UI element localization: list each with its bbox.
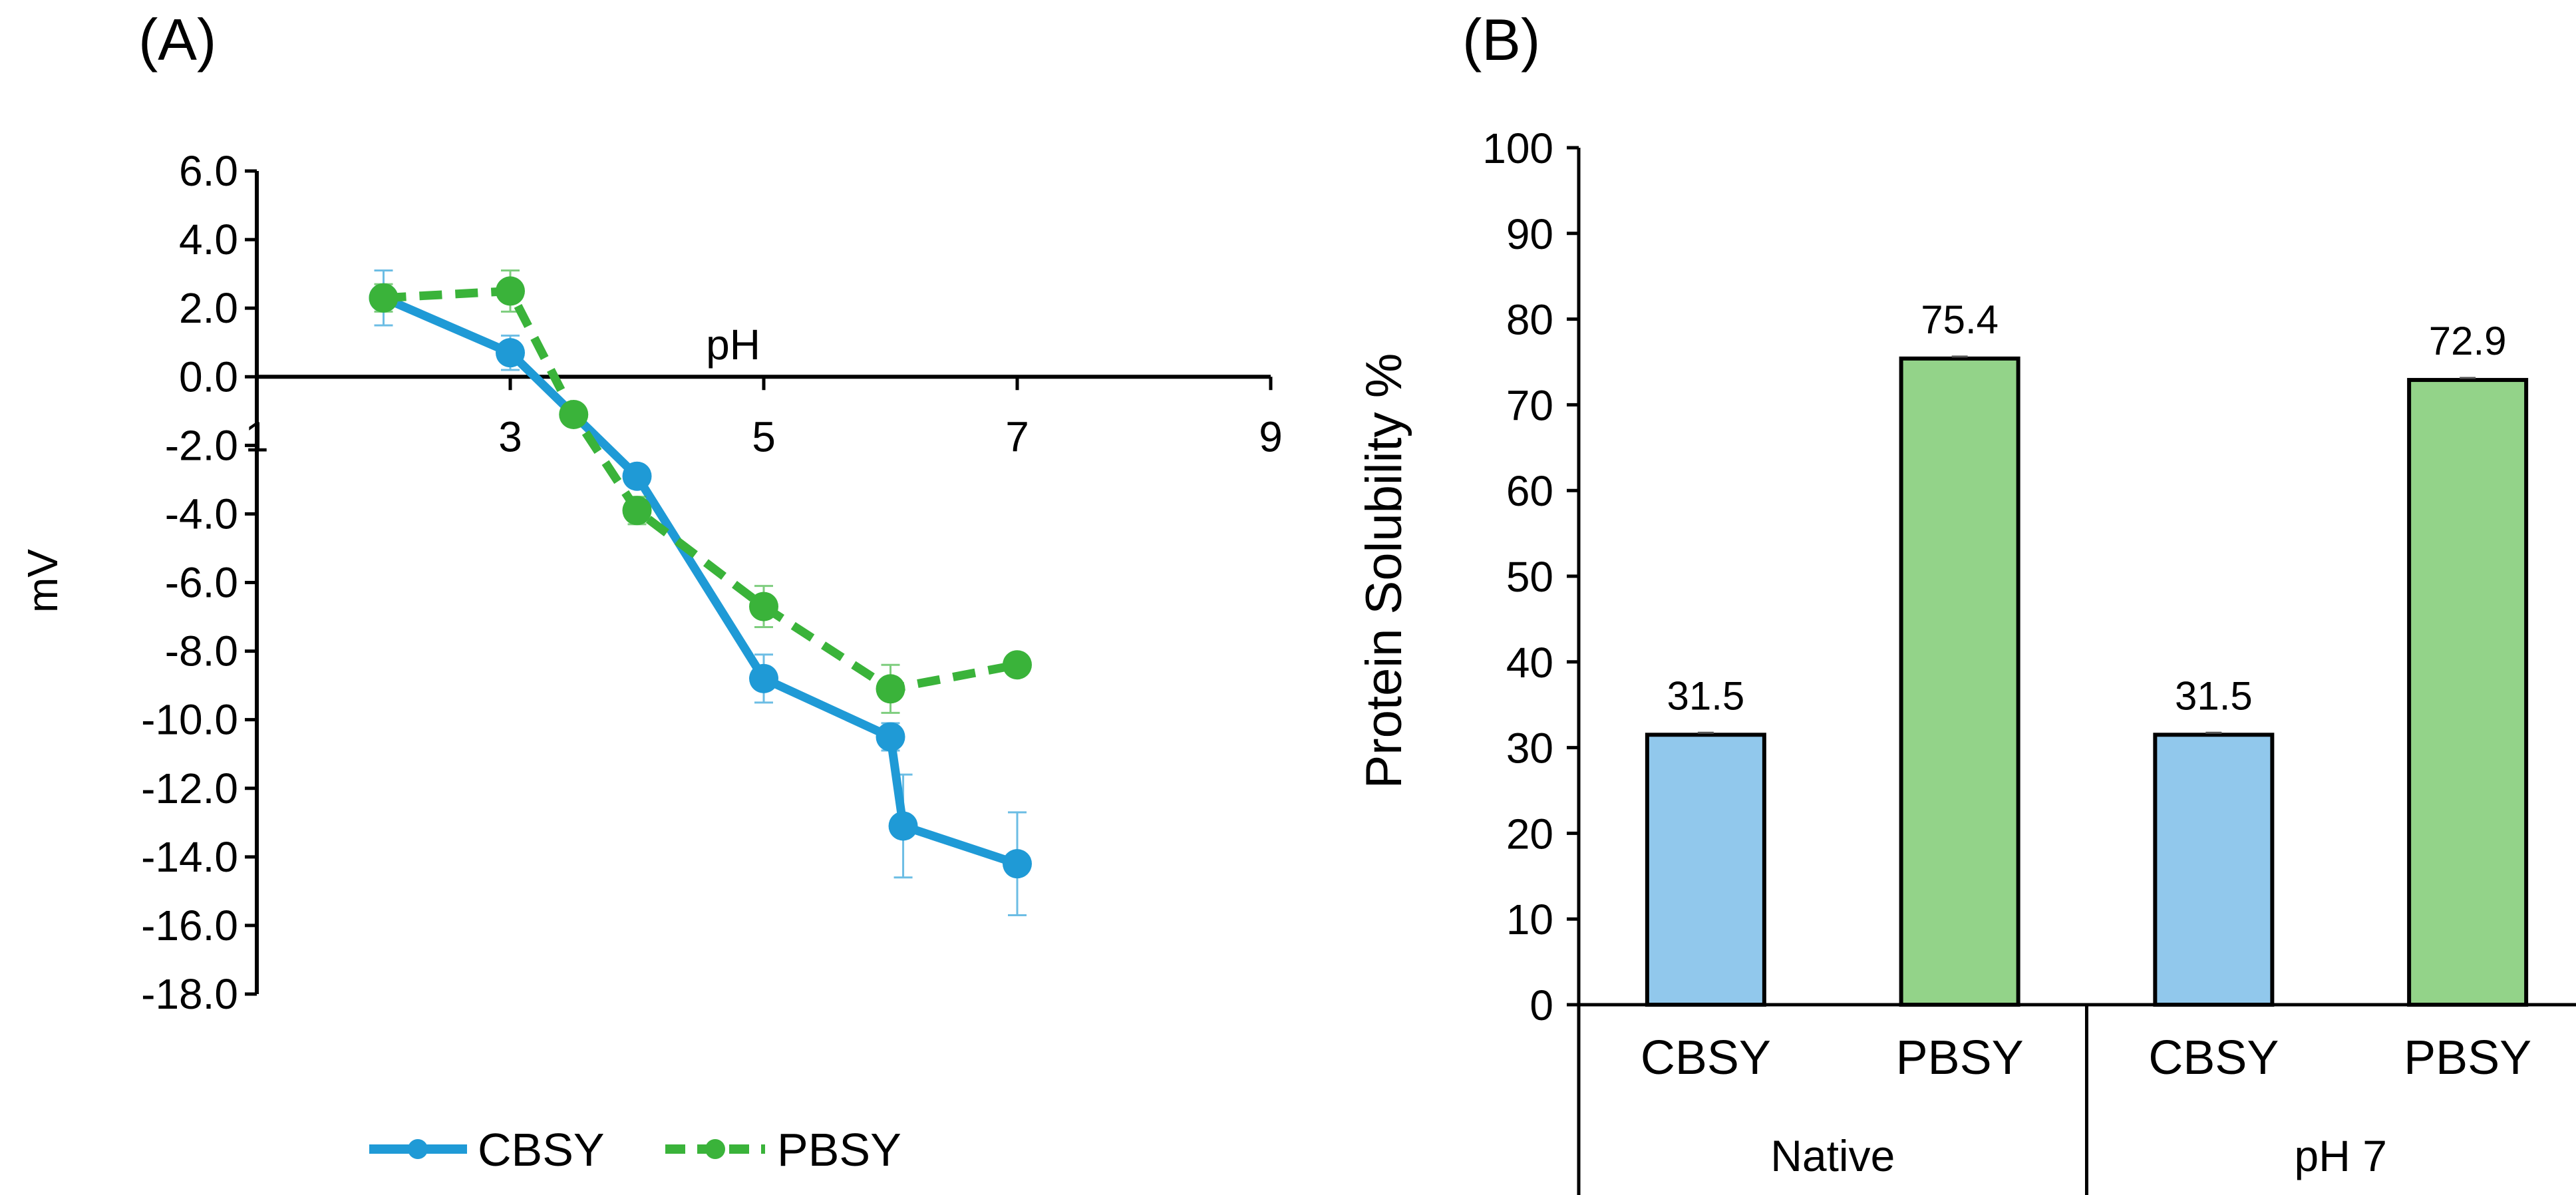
panel-a-x-tick-label: 1 [245, 413, 269, 460]
panel-b-bars: 31.5 75.4 31.5 72.9 [1645, 297, 2529, 1007]
series-line-pbsy [383, 286, 1019, 693]
panel-a-y-tick-label: 6.0 [179, 147, 238, 195]
panel-a-y-tick-label: 0.0 [179, 353, 238, 401]
panel-a-x-axis-title: pH [706, 321, 760, 369]
panel-b-y-tick-label: 40 [1506, 639, 1553, 687]
panel-b-y-tick-label: 30 [1506, 725, 1553, 772]
panel-a-x-tick-label: 5 [752, 413, 776, 460]
series-line-cbsy [381, 293, 1019, 868]
panel-a-line-chart: (A) 6.0 4.0 2.0 0.0 -2.0 -4.0 -6.0 -8.0 -10.0 -12… [19, 7, 1283, 1176]
panel-a-y-tick-label: -2.0 [165, 421, 238, 469]
panel-b-y-tick-label: 70 [1506, 381, 1553, 429]
panel-b-bar-chart: (B) Protein Solubility % 0 10 20 30 40 50 60 70… [1356, 7, 2576, 1195]
panel-a-series [369, 269, 1032, 916]
legend-item-pbsy[interactable]: PBSY [665, 1124, 901, 1176]
legend-marker-cbsy [408, 1139, 428, 1159]
data-point-cbsy [888, 811, 918, 841]
legend-item-cbsy[interactable]: CBSY [369, 1124, 605, 1176]
panel-a-y-tick-label: -6.0 [165, 559, 238, 607]
series-cbsy [369, 269, 1032, 916]
panel-b-y-tick-label: 0 [1530, 981, 1553, 1029]
bar-pbsy-native [1899, 356, 2020, 1007]
bar-pbsy-ph-7 [2407, 378, 2529, 1007]
panel-b-group-label: Native [1770, 1131, 1895, 1180]
panel-a-label: (A) [138, 7, 216, 73]
panel-a-y-axis-title: mV [19, 549, 67, 613]
data-point-pbsy [876, 674, 905, 704]
panel-b-y-tick-label: 20 [1506, 810, 1553, 858]
bar-category-label-pbsy-native: PBSY [1896, 1031, 2024, 1085]
panel-b-y-tick-label: 60 [1506, 467, 1553, 515]
bar-cbsy-ph-7 [2153, 733, 2275, 1007]
bar-cbsy-native [1645, 733, 1766, 1007]
bar-category-label-cbsy-native: CBSY [1641, 1031, 1771, 1085]
data-point-pbsy [559, 399, 589, 429]
data-point-cbsy [876, 722, 905, 752]
panel-a-x-tick-label: 9 [1259, 413, 1283, 460]
panel-b-y-axis-title: Protein Solubility % [1356, 353, 1412, 789]
bar-value-label-cbsy-native: 31.5 [1667, 673, 1744, 718]
data-point-cbsy [622, 461, 652, 491]
legend-marker-pbsy [705, 1139, 725, 1159]
legend-label-cbsy: CBSY [478, 1124, 605, 1176]
panel-a-y-tick-label: -10.0 [141, 696, 238, 744]
series-pbsy [369, 269, 1032, 714]
data-point-cbsy [496, 338, 525, 368]
panel-b-y-tick-label: 10 [1506, 896, 1553, 943]
panel-b-label: (B) [1462, 7, 1540, 73]
panel-a-y-tick-label: -4.0 [165, 490, 238, 538]
data-point-cbsy [749, 663, 778, 693]
panel-a-y-tick-label: -8.0 [165, 627, 238, 675]
data-point-pbsy [1003, 650, 1032, 680]
panel-a-y-tick-label: -14.0 [141, 833, 238, 881]
panel-a-x-ticks: 1 3 5 7 9 [245, 377, 1283, 460]
bar-category-label-cbsy-ph-7: CBSY [2148, 1031, 2279, 1085]
panel-a-y-tick-label: -16.0 [141, 902, 238, 949]
panel-b-y-tick-label: 90 [1506, 210, 1553, 258]
panel-a-legend: CBSY PBSY [369, 1124, 901, 1176]
data-point-pbsy [749, 592, 778, 621]
panel-a-y-tick-label: -18.0 [141, 970, 238, 1018]
data-point-cbsy [1003, 849, 1032, 879]
panel-b-y-tick-label: 80 [1506, 296, 1553, 344]
data-point-pbsy [496, 276, 525, 306]
panel-b-y-tick-label: 50 [1506, 553, 1553, 601]
panel-a-y-tick-label: 4.0 [179, 216, 238, 263]
bar-value-label-pbsy-native: 75.4 [1921, 297, 1999, 342]
data-point-pbsy [369, 283, 399, 313]
panel-a-y-ticks: 6.0 4.0 2.0 0.0 -2.0 -4.0 -6.0 -8.0 -10.0 -12.0 -1… [141, 147, 257, 1018]
panel-b-y-tick-label: 100 [1482, 124, 1553, 172]
bar-value-label-pbsy-ph-7: 72.9 [2429, 319, 2507, 363]
data-point-pbsy [622, 496, 652, 526]
legend-label-pbsy: PBSY [777, 1124, 901, 1176]
panel-b-y-ticks: 0 10 20 30 40 50 60 70 80 90 100 [1482, 124, 1579, 1029]
panel-a-axes [255, 171, 1271, 994]
panel-b-group-label: pH 7 [2295, 1131, 2387, 1180]
panel-a-x-tick-label: 7 [1005, 413, 1029, 460]
panel-a-y-tick-label: 2.0 [179, 284, 238, 332]
bar-value-label-cbsy-ph-7: 31.5 [2175, 673, 2253, 718]
panel-a-y-tick-label: -12.0 [141, 765, 238, 812]
bar-category-label-pbsy-ph-7: PBSY [2404, 1031, 2531, 1085]
panel-a-x-tick-label: 3 [498, 413, 522, 460]
